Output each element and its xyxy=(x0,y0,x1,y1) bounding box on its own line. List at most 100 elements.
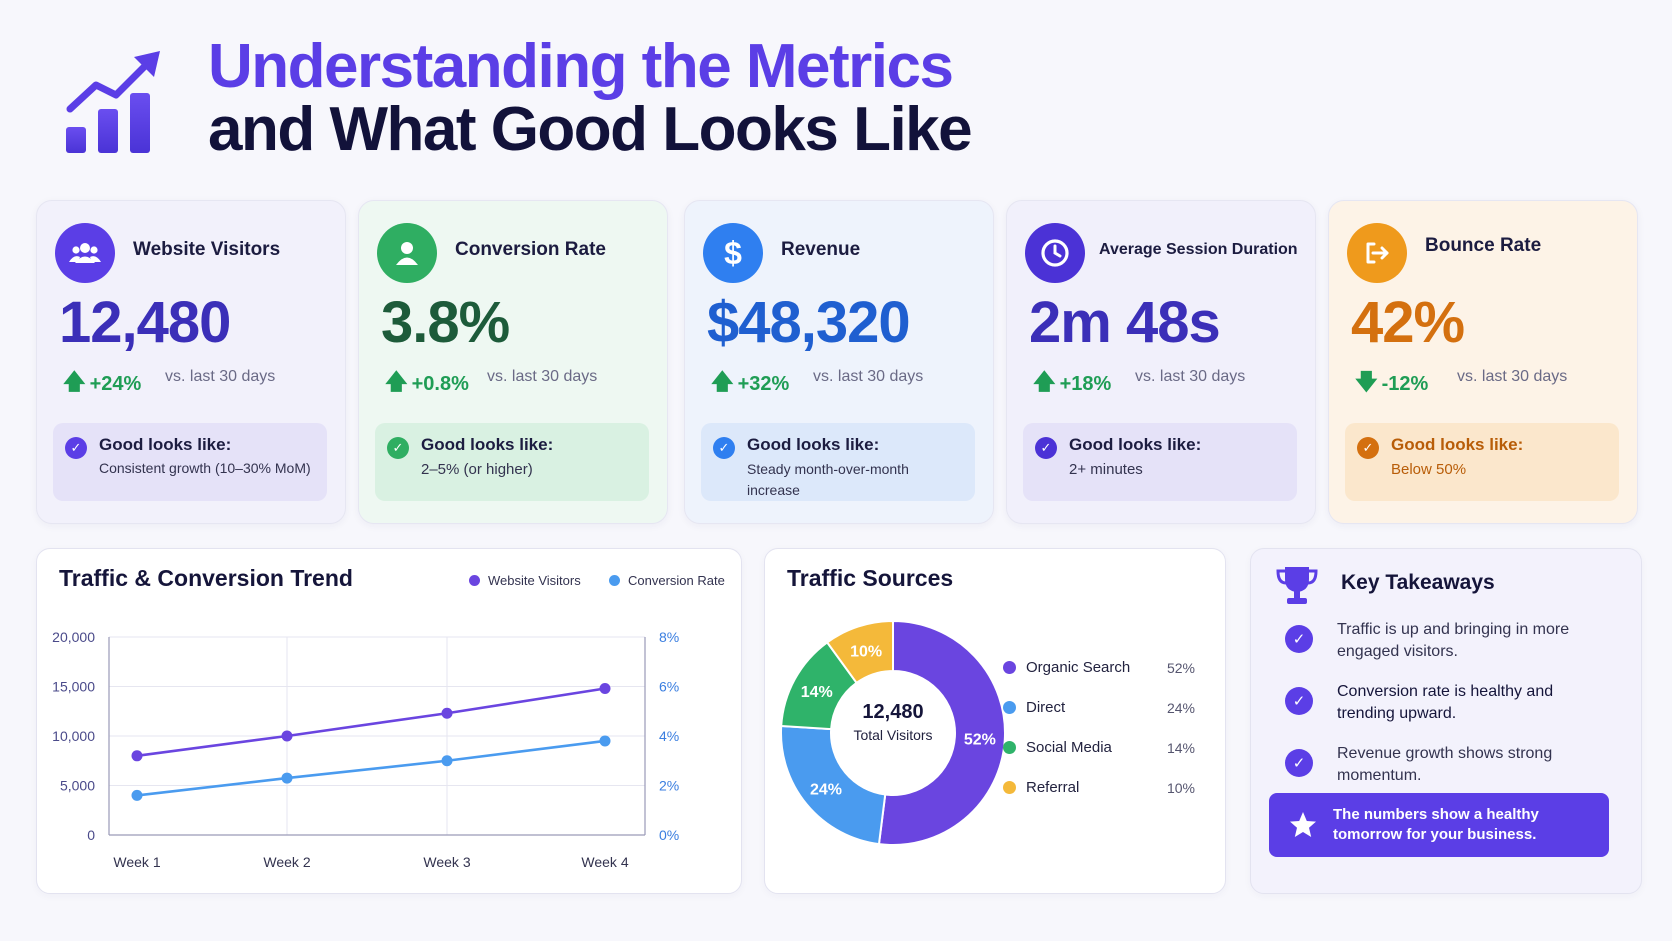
donut-slice-referral xyxy=(825,619,894,685)
source-pct: 52% xyxy=(1166,659,1195,676)
arrow-up-icon: 🡅 xyxy=(385,369,408,394)
source-pct: 10% xyxy=(1166,779,1195,796)
y-left-tick-label: 15,000 xyxy=(52,679,95,695)
metric-card-session-duration: Average Session Duration 2m 48s 🡅 +18% vs… xyxy=(1006,200,1316,524)
dollar-icon: $ xyxy=(703,223,763,283)
source-social-media: Social Media 14% xyxy=(1003,739,1195,756)
donut-slice-label: 10% xyxy=(850,643,882,660)
good-looks-like: ✓ Good looks like: 2–5% (or higher) xyxy=(375,423,649,501)
metric-change: 🡅 +32% xyxy=(711,365,789,403)
clock-icon xyxy=(1025,223,1085,283)
donut-slice-organic-search xyxy=(877,619,1005,846)
x-tick-label: Week 1 xyxy=(113,854,160,870)
good-title: Good looks like: xyxy=(421,435,554,454)
sources-panel: Traffic Sources 52% 24% 14% 10% 12,480 Tota… xyxy=(764,548,1226,894)
metric-name: Website Visitors xyxy=(133,239,281,260)
metric-change: 🡅 +0.8% xyxy=(385,365,469,403)
metric-comparison: vs. last 30 days xyxy=(813,368,924,385)
good-desc: Consistent growth (10–30% MoM) xyxy=(99,460,311,476)
source-label: Social Media xyxy=(1026,739,1112,756)
source-pct: 14% xyxy=(1166,739,1195,756)
users-icon xyxy=(55,223,115,283)
takeaway-banner: The numbers show a healthy tomorrow for … xyxy=(1269,793,1609,857)
source-organic-search: Organic Search 52% xyxy=(1003,659,1195,676)
metric-value: 2m 48s xyxy=(1029,290,1221,355)
metric-value: 42% xyxy=(1351,290,1465,355)
chart-growth-icon xyxy=(66,51,160,153)
good-desc: Below 50% xyxy=(1391,461,1467,478)
metric-change: 🡅 +24% xyxy=(63,365,141,403)
sources-title: Traffic Sources xyxy=(787,565,954,591)
source-referral: Referral 10% xyxy=(1003,779,1195,796)
x-tick-label: Week 3 xyxy=(423,854,470,870)
source-label: Organic Search xyxy=(1026,659,1131,676)
page-title: Understanding the Metrics and What Good … xyxy=(208,31,973,164)
y-right-tick-label: 2% xyxy=(659,778,679,794)
metric-name: Conversion Rate xyxy=(455,239,606,260)
series-line-conversion-rate xyxy=(136,739,606,797)
good-desc: 2–5% (or higher) xyxy=(421,461,533,478)
good-looks-like: ✓ Good looks like: 2+ minutes xyxy=(1023,423,1297,501)
legend-dot xyxy=(609,575,620,586)
metric-change-value: -12% xyxy=(1381,372,1429,395)
legend-dot xyxy=(1003,701,1016,714)
good-looks-like: ✓ Good looks like: Below 50% xyxy=(1345,423,1619,501)
legend-website-visitors: Website Visitors xyxy=(469,573,581,588)
legend-conversion-rate: Conversion Rate xyxy=(609,573,725,588)
check-icon: ✓ xyxy=(1285,687,1313,715)
sources-donut-chart: 52% 24% 14% 10% xyxy=(780,619,1005,846)
star-icon xyxy=(1290,812,1316,837)
metric-cards: Website Visitors 12,480 🡅 +24% vs. last 3… xyxy=(36,200,1640,524)
page-header: Understanding the Metrics and What Good … xyxy=(64,28,973,168)
good-looks-like: ✓ Good looks like: Steady month-over-mon… xyxy=(701,423,975,501)
metric-change-value: +24% xyxy=(89,372,142,395)
metric-card-bounce-rate: Bounce Rate 42% 🡇 -12% vs. last 30 days ✓… xyxy=(1328,200,1638,524)
page-title-line2: and What Good Looks Like xyxy=(208,95,973,164)
metric-comparison: vs. last 30 days xyxy=(1135,368,1246,385)
y-right-tick-label: 0% xyxy=(659,827,679,843)
data-point-conversion-rate xyxy=(281,772,293,784)
metric-change-value: +18% xyxy=(1059,372,1112,395)
good-title: Good looks like: xyxy=(99,435,232,454)
good-desc: Steady month-over-month increase xyxy=(747,461,909,498)
check-icon: ✓ xyxy=(387,437,409,459)
metric-change-value: +32% xyxy=(737,372,790,395)
y-left-tick-label: 5,000 xyxy=(60,778,95,794)
legend-dot xyxy=(469,575,480,586)
good-desc: 2+ minutes xyxy=(1069,461,1143,478)
donut-slice-label: 24% xyxy=(810,781,842,798)
donut-slice-direct xyxy=(780,724,887,846)
good-title: Good looks like: xyxy=(1069,435,1202,454)
legend-dot xyxy=(1003,661,1016,674)
user-icon xyxy=(377,223,437,283)
takeaway-text: Conversion rate is healthy and trending … xyxy=(1337,683,1554,722)
good-title: Good looks like: xyxy=(1391,435,1524,454)
data-point-conversion-rate xyxy=(131,789,143,801)
y-right-tick-label: 8% xyxy=(659,629,679,645)
y-left-tick-label: 0 xyxy=(87,827,95,843)
takeaways-panel: Key Takeaways ✓ Traffic is up and bringin… xyxy=(1250,548,1642,894)
metric-name: Revenue xyxy=(781,239,861,260)
data-point-website-visitors xyxy=(441,707,453,719)
good-looks-like: ✓ Good looks like: Consistent growth (10… xyxy=(53,423,327,501)
arrow-down-icon: 🡇 xyxy=(1355,369,1378,394)
legend-dot xyxy=(1003,781,1016,794)
takeaway-banner-text: The numbers show a healthy tomorrow for … xyxy=(1333,805,1539,843)
check-icon: ✓ xyxy=(1035,437,1057,459)
y-right-tick-label: 4% xyxy=(659,728,679,744)
exit-icon xyxy=(1347,223,1407,283)
series-line-website-visitors xyxy=(136,687,606,758)
data-point-website-visitors xyxy=(131,750,143,762)
source-label: Direct xyxy=(1026,699,1066,716)
metric-value: $48,320 xyxy=(707,290,911,355)
metric-card-conversion-rate: Conversion Rate 3.8% 🡅 +0.8% vs. last 30 … xyxy=(358,200,668,524)
trend-panel: Traffic & Conversion Trend Website Visit… xyxy=(36,548,742,894)
source-label: Referral xyxy=(1026,779,1080,796)
check-icon: ✓ xyxy=(1285,625,1313,653)
metric-name: Bounce Rate xyxy=(1425,235,1542,256)
x-tick-label: Week 2 xyxy=(263,854,310,870)
page-title-line1: Understanding the Metrics xyxy=(208,31,954,101)
trend-title: Traffic & Conversion Trend xyxy=(59,565,353,591)
check-icon: ✓ xyxy=(1285,749,1313,777)
good-title: Good looks like: xyxy=(747,435,880,454)
